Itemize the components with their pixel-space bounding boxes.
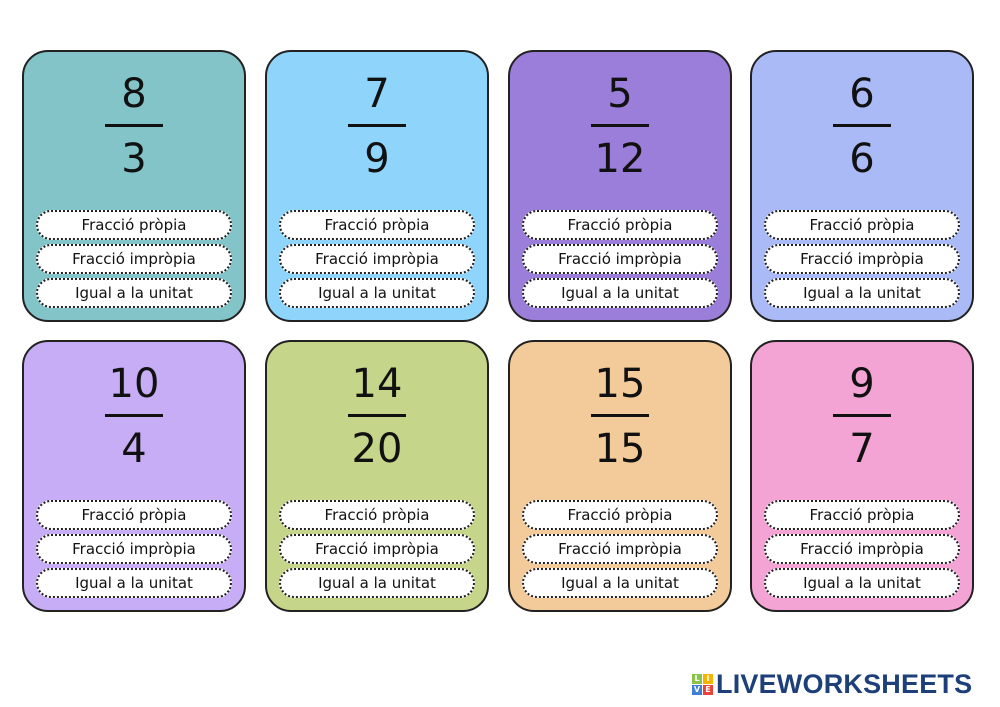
option-unitat[interactable]: Igual a la unitat (279, 568, 475, 598)
logo-block: E (703, 685, 713, 695)
fraction-card: 15 15 Fracció pròpia Fracció impròpia Igua… (508, 340, 732, 612)
fraction: 14 20 (267, 362, 487, 471)
option-impropia[interactable]: Fracció impròpia (522, 244, 718, 274)
fraction-bar (591, 414, 649, 417)
option-unitat[interactable]: Igual a la unitat (764, 278, 960, 308)
fraction: 6 6 (752, 72, 972, 181)
fraction-bar (833, 124, 891, 127)
logo-block: I (703, 674, 713, 684)
numerator: 15 (594, 361, 646, 407)
answer-options: Fracció pròpia Fracció impròpia Igual a la… (279, 500, 475, 602)
denominator: 7 (849, 426, 875, 472)
option-propia[interactable]: Fracció pròpia (522, 500, 718, 530)
numerator: 7 (364, 71, 390, 117)
option-unitat[interactable]: Igual a la unitat (522, 278, 718, 308)
option-propia[interactable]: Fracció pròpia (36, 210, 232, 240)
option-propia[interactable]: Fracció pròpia (522, 210, 718, 240)
option-unitat[interactable]: Igual a la unitat (279, 278, 475, 308)
fraction-card: 8 3 Fracció pròpia Fracció impròpia Igual … (22, 50, 246, 322)
logo-text: LIVEWORKSHEETS (716, 669, 973, 699)
fraction: 8 3 (24, 72, 244, 181)
option-impropia[interactable]: Fracció impròpia (522, 534, 718, 564)
option-unitat[interactable]: Igual a la unitat (764, 568, 960, 598)
fraction: 15 15 (510, 362, 730, 471)
fraction-bar (591, 124, 649, 127)
fraction-bar (348, 124, 406, 127)
denominator: 3 (121, 136, 147, 182)
answer-options: Fracció pròpia Fracció impròpia Igual a la… (522, 210, 718, 312)
option-propia[interactable]: Fracció pròpia (279, 500, 475, 530)
fraction-card: 6 6 Fracció pròpia Fracció impròpia Igual … (750, 50, 974, 322)
answer-options: Fracció pròpia Fracció impròpia Igual a la… (279, 210, 475, 312)
option-unitat[interactable]: Igual a la unitat (36, 568, 232, 598)
fraction: 5 12 (510, 72, 730, 181)
answer-options: Fracció pròpia Fracció impròpia Igual a la… (522, 500, 718, 602)
option-propia[interactable]: Fracció pròpia (764, 500, 960, 530)
answer-options: Fracció pròpia Fracció impròpia Igual a la… (764, 500, 960, 602)
fraction-card: 5 12 Fracció pròpia Fracció impròpia Igual… (508, 50, 732, 322)
answer-options: Fracció pròpia Fracció impròpia Igual a la… (36, 500, 232, 602)
fraction-card: 14 20 Fracció pròpia Fracció impròpia Igua… (265, 340, 489, 612)
denominator: 6 (849, 136, 875, 182)
option-propia[interactable]: Fracció pròpia (36, 500, 232, 530)
numerator: 10 (108, 361, 160, 407)
denominator: 12 (594, 136, 646, 182)
numerator: 9 (849, 361, 875, 407)
fraction-bar (348, 414, 406, 417)
numerator: 14 (351, 361, 403, 407)
fraction: 9 7 (752, 362, 972, 471)
logo-block: V (692, 685, 702, 695)
option-propia[interactable]: Fracció pròpia (279, 210, 475, 240)
option-unitat[interactable]: Igual a la unitat (522, 568, 718, 598)
fraction-bar (105, 414, 163, 417)
option-impropia[interactable]: Fracció impròpia (764, 534, 960, 564)
option-impropia[interactable]: Fracció impròpia (36, 534, 232, 564)
fraction-bar (105, 124, 163, 127)
option-impropia[interactable]: Fracció impròpia (279, 534, 475, 564)
option-impropia[interactable]: Fracció impròpia (764, 244, 960, 274)
option-unitat[interactable]: Igual a la unitat (36, 278, 232, 308)
denominator: 4 (121, 426, 147, 472)
denominator: 9 (364, 136, 390, 182)
numerator: 8 (121, 71, 147, 117)
fraction: 10 4 (24, 362, 244, 471)
denominator: 20 (351, 426, 403, 472)
numerator: 5 (607, 71, 633, 117)
denominator: 15 (594, 426, 646, 472)
logo-block: L (692, 674, 702, 684)
numerator: 6 (849, 71, 875, 117)
fraction: 7 9 (267, 72, 487, 181)
fraction-card: 7 9 Fracció pròpia Fracció impròpia Igual … (265, 50, 489, 322)
fraction-card: 9 7 Fracció pròpia Fracció impròpia Igual … (750, 340, 974, 612)
fraction-card: 10 4 Fracció pròpia Fracció impròpia Igual… (22, 340, 246, 612)
option-impropia[interactable]: Fracció impròpia (36, 244, 232, 274)
option-propia[interactable]: Fracció pròpia (764, 210, 960, 240)
answer-options: Fracció pròpia Fracció impròpia Igual a la… (36, 210, 232, 312)
fraction-bar (833, 414, 891, 417)
option-impropia[interactable]: Fracció impròpia (279, 244, 475, 274)
answer-options: Fracció pròpia Fracció impròpia Igual a la… (764, 210, 960, 312)
